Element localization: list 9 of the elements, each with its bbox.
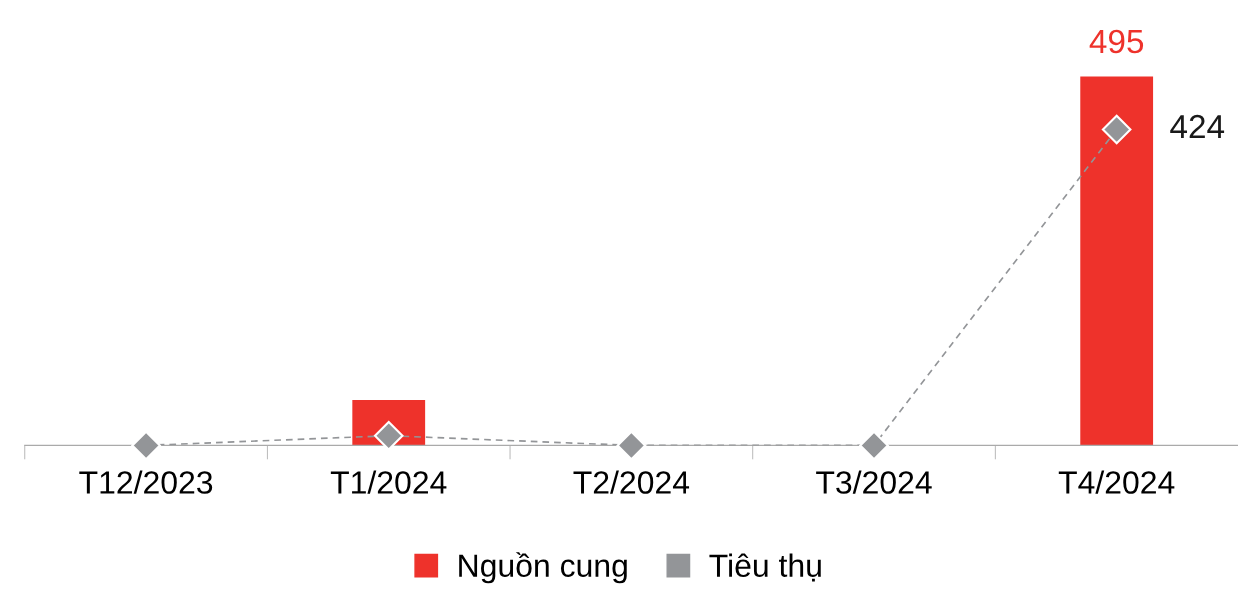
x-tick-label: T3/2024 (816, 470, 932, 494)
x-tick-label: T1/2024 (330, 470, 447, 494)
legend-label: Nguồn cung (459, 552, 627, 584)
x-tick-label: T12/2023 (79, 470, 213, 494)
legend-label: Tiêu thụ (709, 553, 821, 582)
x-tick-label: T2/2024 (573, 470, 690, 494)
x-tick-label: T4/2024 (1058, 470, 1175, 494)
data-label: 495 (1089, 29, 1144, 54)
data-label: 424 (1170, 114, 1225, 139)
